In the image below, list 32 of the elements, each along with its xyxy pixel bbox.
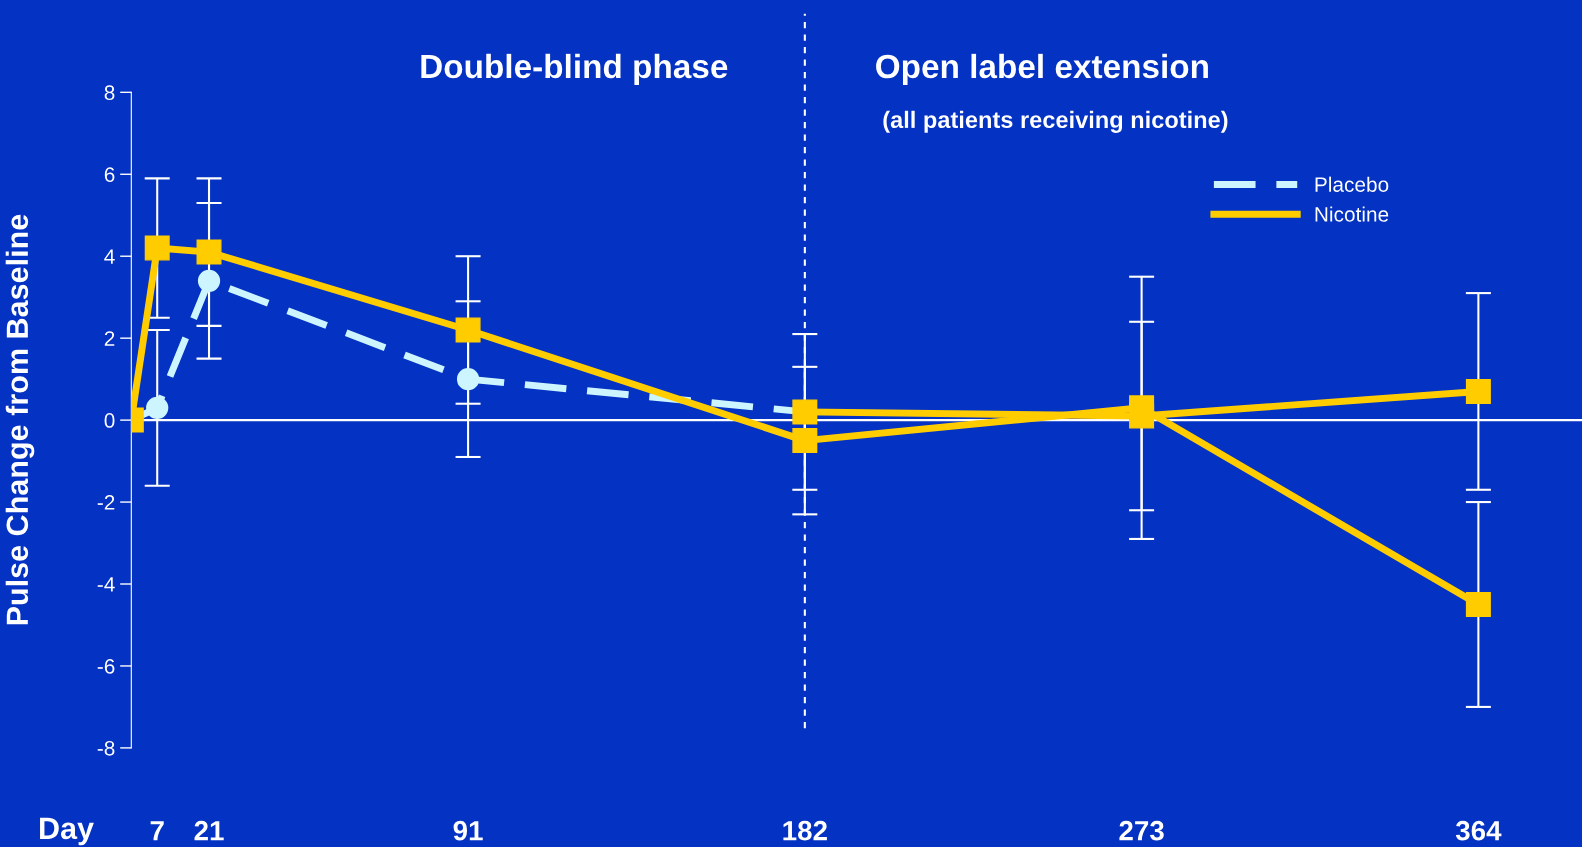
point — [792, 428, 818, 454]
legend-label: Nicotine — [1315, 206, 1389, 222]
x-tick-label: 182 — [783, 820, 827, 841]
y-tick-label: -2 — [97, 495, 115, 510]
y-axis-title: Pulse Change from Baseline — [5, 214, 35, 625]
x-tick-label: 91 — [453, 820, 483, 841]
point — [456, 368, 480, 391]
x-axis-title: Day — [40, 817, 94, 846]
y-tick-label: -8 — [97, 740, 115, 756]
point — [455, 317, 481, 343]
annotation: (all patients receiving nicotine) — [883, 110, 1228, 133]
point — [1465, 591, 1491, 617]
y-tick-label: 4 — [104, 249, 115, 264]
point — [196, 239, 222, 265]
y-tick-label: 8 — [104, 85, 115, 101]
x-tick-label: 273 — [1119, 820, 1164, 841]
y-tick-label: 2 — [104, 331, 115, 346]
text: Open label extension — [876, 53, 1208, 85]
x-tick-label: 364 — [1455, 820, 1502, 841]
y-tick-label: -4 — [97, 577, 115, 592]
y-tick-label: 0 — [104, 413, 115, 428]
point — [146, 396, 169, 419]
y-tick-label: -6 — [97, 658, 115, 674]
x-tick-label: 21 — [194, 820, 224, 841]
x-tick-label: 7 — [150, 821, 164, 841]
point — [1129, 395, 1155, 421]
point — [197, 269, 221, 292]
point — [144, 235, 170, 261]
text: Double-blind phase — [421, 53, 728, 85]
legend-label: Placebo — [1315, 176, 1389, 192]
point — [1465, 378, 1491, 404]
y-tick-label: 6 — [104, 167, 115, 183]
